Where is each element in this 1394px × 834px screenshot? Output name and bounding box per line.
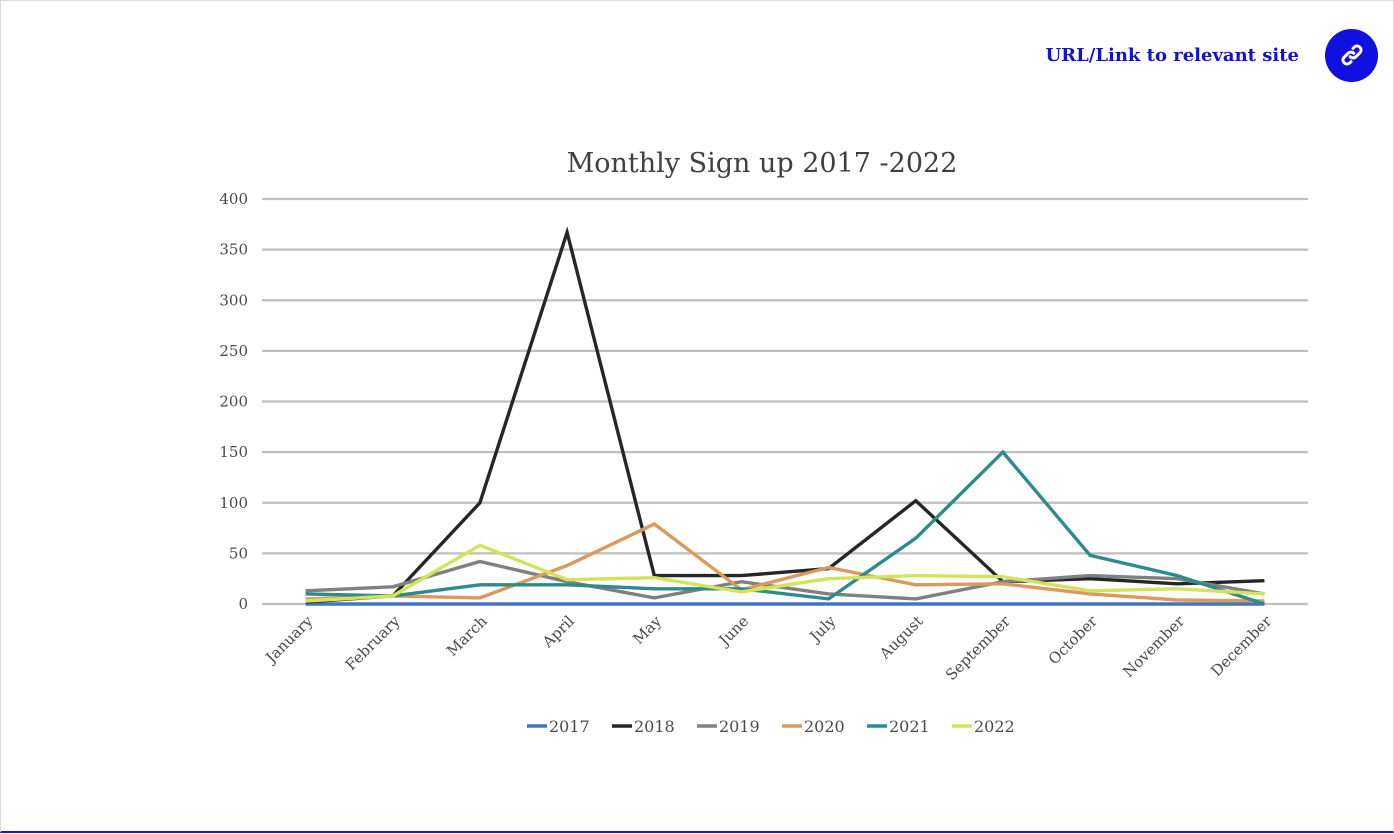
legend-label-2018: 2018: [634, 717, 675, 736]
y-tick-label: 400: [219, 190, 248, 208]
y-tick-label: 200: [219, 393, 248, 411]
chain-link-glyph: [1341, 44, 1362, 66]
x-tick-label: August: [875, 612, 926, 663]
x-tick-label: October: [1045, 612, 1102, 669]
y-tick-label: 150: [219, 443, 248, 461]
y-tick-label: 350: [219, 241, 248, 259]
y-tick-label: 50: [229, 544, 248, 562]
y-tick-label: 100: [219, 494, 248, 512]
gridlines: [262, 197, 1308, 606]
x-tick-label: May: [629, 612, 665, 648]
y-axis-ticks: 0 50 100 150 200 250 300 350 400: [219, 190, 248, 613]
chart-title: Monthly Sign up 2017 -2022: [567, 148, 958, 179]
series-line-2020: [305, 522, 1265, 603]
link-icon[interactable]: [1325, 28, 1378, 82]
legend-label-2020: 2020: [804, 717, 845, 736]
series-line-2022: [305, 543, 1265, 603]
series-line-2019: [305, 559, 1265, 601]
y-tick-label: 300: [219, 291, 248, 309]
x-tick-label: November: [1119, 612, 1188, 681]
x-tick-label: January: [261, 612, 317, 668]
relevant-site-link-row: URL/Link to relevant site: [1045, 28, 1378, 82]
x-tick-label: December: [1207, 612, 1276, 681]
x-tick-label: March: [443, 612, 491, 660]
legend: 2017 2018 2019 2020 2021 2022: [527, 717, 1015, 736]
relevant-site-link[interactable]: URL/Link to relevant site: [1045, 44, 1299, 66]
series-line-2018: [305, 226, 1265, 604]
series-lines: [305, 226, 1265, 606]
series-line-2021: [305, 449, 1265, 606]
legend-label-2021: 2021: [889, 717, 930, 736]
x-tick-label: July: [805, 612, 840, 647]
y-tick-label: 0: [238, 595, 248, 613]
x-tick-label: February: [342, 612, 404, 674]
legend-label-2017: 2017: [549, 717, 590, 736]
x-tick-label: September: [942, 612, 1014, 684]
x-tick-label: June: [714, 612, 752, 650]
legend-label-2019: 2019: [719, 717, 760, 736]
legend-label-2022: 2022: [974, 717, 1015, 736]
y-tick-label: 250: [219, 342, 248, 360]
x-tick-label: April: [538, 612, 578, 652]
x-axis-ticks: January February March April May June July Augu…: [261, 612, 1276, 684]
